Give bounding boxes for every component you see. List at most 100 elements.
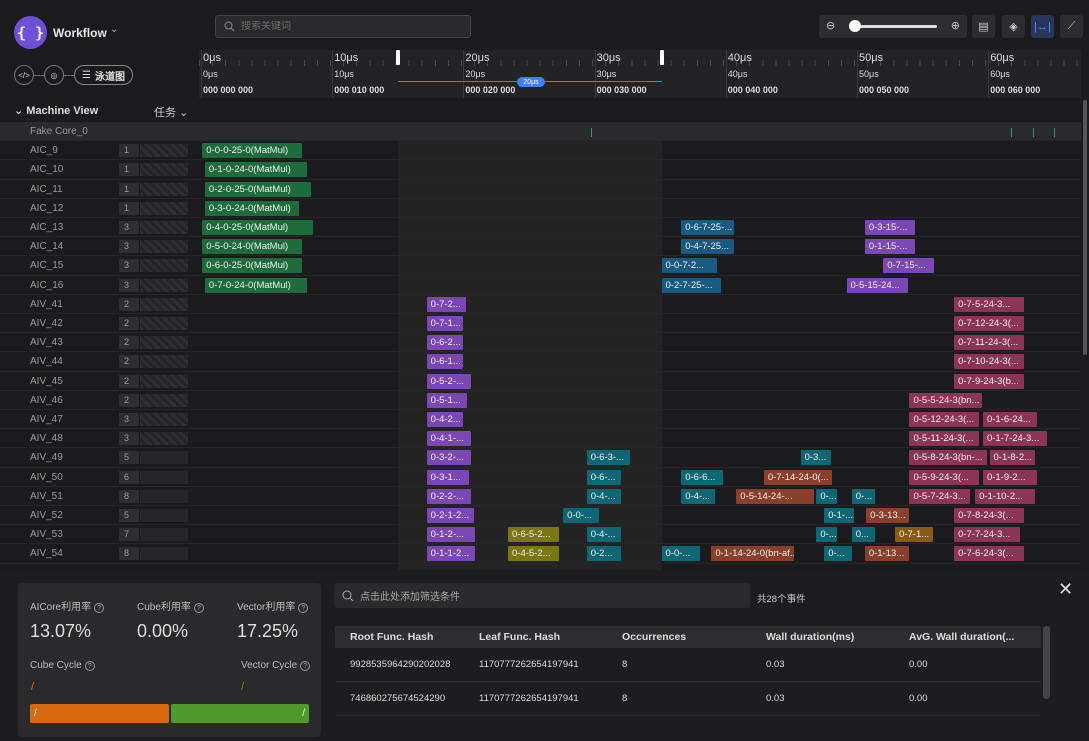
task-block[interactable]: 0-2-7-25-... — [661, 277, 721, 293]
task-block[interactable]: 0-4-0-25-0(MatMul) — [202, 220, 313, 235]
task-block[interactable]: 0-7-12-24-3(... — [954, 316, 1024, 331]
task-block[interactable]: 0-... — [816, 527, 838, 543]
task-block[interactable]: 0-2-2-... — [426, 488, 472, 504]
task-block[interactable]: 0-5-5-24-3(bn... — [909, 392, 982, 408]
zoom-in-icon[interactable]: ⊕ — [950, 20, 960, 32]
help-icon[interactable]: ? — [300, 661, 311, 671]
core-row[interactable]: AIV_44 2 0-6-1... 0-7-10-24-3(... — [0, 352, 1081, 372]
column-header[interactable]: AvG. Wall duration(... — [909, 631, 1015, 643]
task-block[interactable]: 0-4-5-2... — [508, 546, 560, 562]
task-block[interactable]: 0-1-15-... — [864, 239, 915, 255]
task-block[interactable]: 0-7-5-24-3... — [954, 296, 1024, 312]
app-logo[interactable]: { } — [14, 16, 47, 49]
core-row[interactable]: AIV_45 2 0-5-2-... 0-7-9-24-3(b... — [0, 372, 1081, 391]
vertical-scrollbar[interactable] — [1083, 100, 1087, 355]
task-block[interactable]: 0-2-0-25-0(MatMul) — [204, 181, 312, 197]
line-chart-icon[interactable]: ⟋ — [1060, 15, 1083, 38]
core-row[interactable]: AIC_16 3 0-7-0-24-0(MatMul) 0-2-7-25-... 0-5… — [0, 276, 1081, 295]
core-row[interactable]: AIC_15 3 0-6-0-25-0(MatMul) 0-0-7-2... 0-7-1… — [0, 256, 1081, 276]
column-header[interactable]: Wall duration(ms) — [766, 631, 855, 643]
core-row[interactable]: AIV_51 8 0-2-2-... 0-4-... 0-4-... 0-5-14-24-… — [0, 487, 1081, 506]
core-row[interactable]: AIV_46 2 0-5-1... 0-5-5-24-3(bn... — [0, 391, 1081, 410]
task-block[interactable]: 0-0-0-25-0(MatMul) — [202, 143, 302, 159]
task-block[interactable]: 0-0-7-2... — [661, 258, 717, 274]
task-block[interactable]: 0-7-14-24-0(... — [763, 469, 833, 485]
selection-range[interactable]: 20μs — [398, 72, 662, 92]
task-block[interactable]: 0-1-10-2... — [975, 488, 1036, 504]
core-row[interactable]: AIV_52 5 0-2-1-2... 0-0-... 0-1-... 0-3-13...… — [0, 506, 1081, 526]
task-block[interactable]: 0-1-13... — [864, 546, 910, 562]
search-input[interactable] — [241, 21, 441, 32]
zoom-slider-knob[interactable] — [849, 20, 861, 32]
task-block[interactable]: 0-4-2... — [426, 412, 464, 427]
task-block[interactable]: 0-7-2... — [426, 296, 467, 312]
task-block[interactable]: 0-1-1-2... — [426, 546, 476, 562]
task-block[interactable]: 0-5-8-24-3(bn-... — [909, 450, 987, 466]
core-row[interactable]: AIV_53 7 0-1-2-... 0-6-5-2... 0-4-... 0-... 0.… — [0, 525, 1081, 545]
task-block[interactable]: 0-3-15-... — [864, 220, 915, 235]
task-block[interactable]: 0-3-2-... — [426, 450, 472, 466]
core-row[interactable]: AIC_14 3 0-5-0-24-0(MatMul) 0-4-7-25... 0-1-… — [0, 237, 1081, 257]
task-block[interactable]: 0-... — [824, 546, 852, 562]
table-row[interactable]: 746860275674524290 1170777262654197941 8… — [335, 682, 1041, 716]
core-row[interactable]: AIC_12 1 0-3-0-24-0(MatMul) — [0, 199, 1081, 218]
fake-core-row[interactable]: Fake Core_0 — [0, 122, 1081, 142]
task-block[interactable]: 0-1-14-24-0(bn-af... — [711, 546, 794, 562]
task-block[interactable]: 0-1-8-2... — [989, 450, 1036, 466]
core-row[interactable]: AIV_43 2 0-6-2... 0-7-11-24-3(... — [0, 333, 1081, 353]
task-block[interactable]: 0-7-1... — [895, 527, 934, 543]
task-block[interactable]: 0-7-0-24-0(MatMul) — [204, 277, 308, 293]
task-block[interactable]: 0-7-10-24-3(... — [954, 354, 1024, 370]
task-block[interactable]: 0-5-15-24... — [846, 277, 909, 293]
core-row[interactable]: AIV_49 5 0-3-2-... 0-6-3-... 0-3... 0-5-8-24-… — [0, 448, 1081, 468]
event-marker[interactable] — [1010, 128, 1012, 137]
task-block[interactable]: 0-7-15-... — [883, 258, 935, 274]
core-row[interactable]: AIC_9 1 0-0-0-25-0(MatMul) — [0, 141, 1081, 161]
task-block[interactable]: 0-6-5-2... — [508, 527, 560, 543]
task-block[interactable]: 0-7-6-24-3(... — [954, 546, 1024, 562]
task-block[interactable]: 0-0-... — [563, 508, 599, 523]
task-block[interactable]: 0-3-13... — [866, 508, 910, 523]
task-block[interactable]: 0-1-6-24... — [982, 412, 1037, 427]
code-icon[interactable]: </> — [14, 65, 34, 85]
app-title[interactable]: Workflow — [53, 26, 107, 40]
task-block[interactable]: 0-6-3-... — [586, 450, 630, 466]
zoom-out-icon[interactable]: ⊖ — [826, 20, 836, 32]
core-row[interactable]: AIC_13 3 0-4-0-25-0(MatMul) 0-6-7-25-... 0-3… — [0, 218, 1081, 238]
task-block[interactable]: 0-1-2-... — [426, 527, 476, 543]
task-filter[interactable]: 任务 ⌄ — [154, 104, 188, 120]
task-block[interactable]: 0-2... — [586, 546, 621, 562]
help-icon[interactable]: ? — [193, 603, 204, 613]
task-block[interactable]: 0-6-1... — [426, 354, 464, 370]
help-icon[interactable]: ? — [94, 603, 105, 613]
graph-icon[interactable]: ◎ — [44, 65, 64, 85]
core-row[interactable]: AIV_48 3 0-4-1-... 0-5-11-24-3(... 0-1-7-24-… — [0, 429, 1081, 449]
task-block[interactable]: 0... — [851, 527, 876, 543]
core-row[interactable]: AIV_54 8 0-1-1-2... 0-4-5-2... 0-2... 0-0-...… — [0, 544, 1081, 564]
close-icon[interactable]: ✕ — [1058, 579, 1074, 599]
task-block[interactable]: 0-4-7-25... — [681, 239, 734, 255]
table-scrollbar[interactable] — [1043, 626, 1050, 699]
task-block[interactable]: 0-5-11-24-3(... — [909, 431, 979, 447]
core-row[interactable]: AIV_47 3 0-4-2... 0-5-12-24-3(... 0-1-6-24..… — [0, 410, 1081, 430]
selection-end-handle[interactable] — [660, 50, 664, 65]
task-block[interactable]: 0-1-... — [824, 508, 855, 523]
task-block[interactable]: 0-0-... — [661, 546, 700, 562]
task-block[interactable]: 0-6-0-25-0(MatMul) — [202, 258, 302, 274]
lane-grid[interactable]: Fake Core_0 AIC_9 1 0-0-0-25-0(MatMul) AIC_1… — [0, 122, 1081, 570]
task-block[interactable]: 0-6-7-25-... — [681, 220, 734, 235]
task-block[interactable]: 0-7-9-24-3(b... — [954, 373, 1024, 389]
task-block[interactable]: 0-6-6... — [681, 469, 724, 485]
lane-view-button[interactable]: ☰ 泳道图 — [74, 65, 133, 85]
task-block[interactable]: 0-5-14-24-... — [736, 488, 814, 504]
task-block[interactable]: 0-4-1-... — [426, 431, 472, 447]
chevron-down-icon[interactable]: ⌄ — [110, 24, 119, 35]
task-block[interactable]: 0-3-0-24-0(MatMul) — [204, 200, 300, 216]
task-block[interactable]: 0-1-0-24-0(MatMul) — [204, 162, 308, 178]
task-block[interactable]: 0-4-... — [586, 488, 621, 504]
task-block[interactable]: 0-7-8-24-3(... — [954, 508, 1024, 523]
task-block[interactable]: 0-5-2-... — [426, 373, 472, 389]
task-block[interactable]: 0-6-... — [586, 469, 621, 485]
task-block[interactable]: 0-2-1-2... — [426, 508, 474, 523]
task-block[interactable]: 0-5-12-24-3(... — [909, 412, 979, 427]
